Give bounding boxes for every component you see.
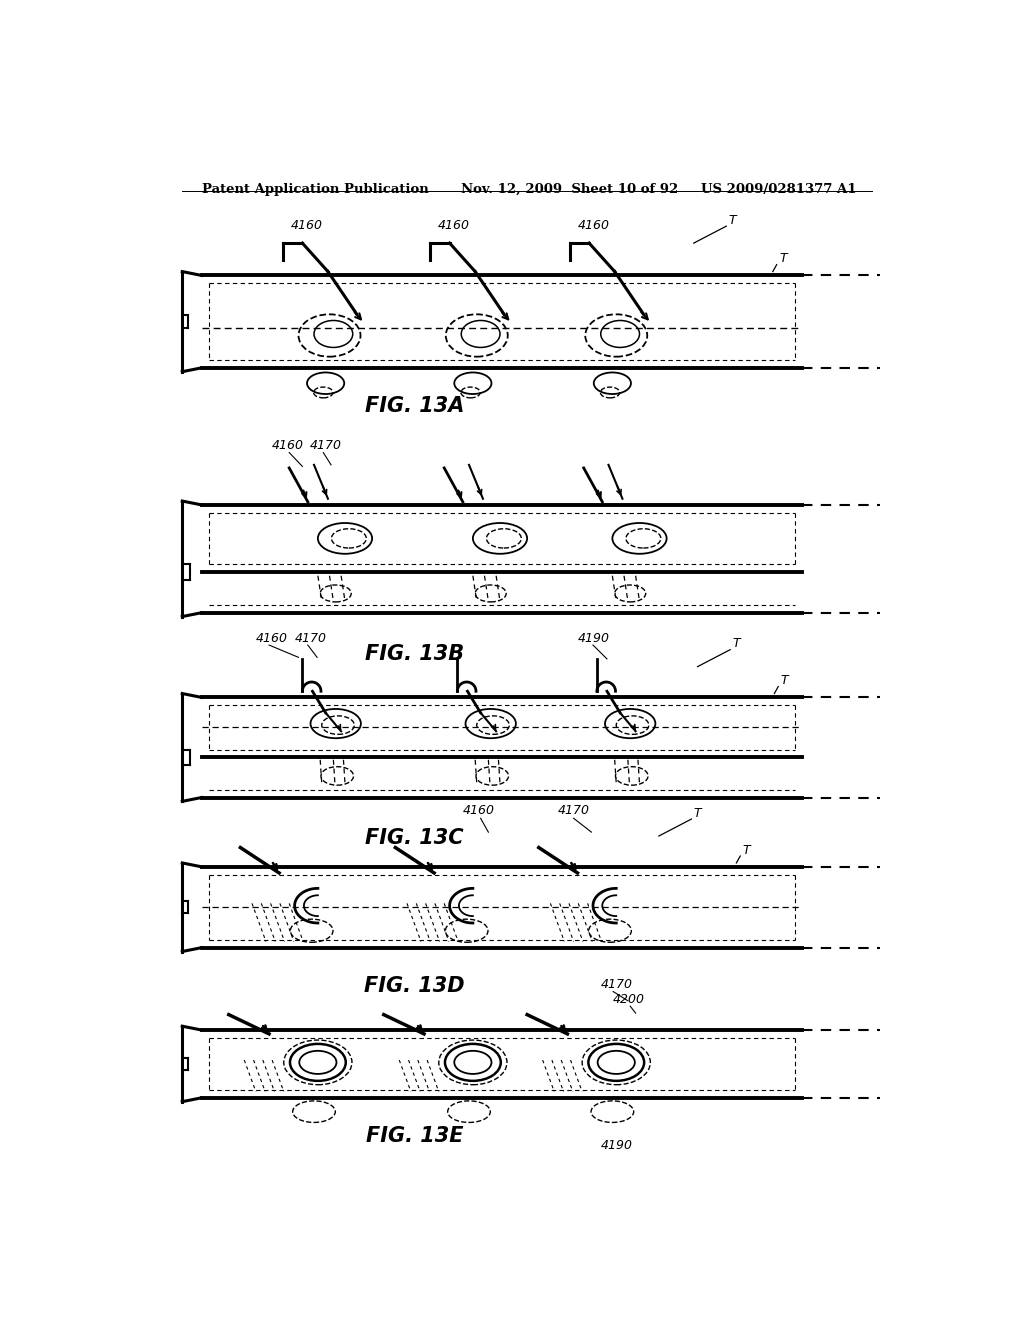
Text: 4160: 4160 — [463, 804, 495, 817]
Text: FIG. 13B: FIG. 13B — [366, 644, 464, 664]
Text: T: T — [779, 252, 786, 265]
Text: T: T — [742, 843, 751, 857]
Text: 4160: 4160 — [256, 632, 288, 645]
Text: FIG. 13D: FIG. 13D — [365, 977, 465, 997]
Text: 4160: 4160 — [291, 219, 323, 232]
Text: T: T — [732, 638, 740, 651]
Text: 4190: 4190 — [578, 632, 609, 645]
Text: 4200: 4200 — [612, 993, 644, 1006]
Text: Patent Application Publication: Patent Application Publication — [202, 183, 428, 197]
Text: 4170: 4170 — [295, 632, 327, 645]
Text: FIG. 13C: FIG. 13C — [366, 829, 464, 849]
Text: 4160: 4160 — [271, 440, 303, 453]
Text: 4160: 4160 — [578, 219, 609, 232]
Text: 4170: 4170 — [558, 804, 590, 817]
Text: T: T — [780, 675, 788, 688]
Text: Nov. 12, 2009  Sheet 10 of 92: Nov. 12, 2009 Sheet 10 of 92 — [461, 183, 679, 197]
Text: 4170: 4170 — [310, 440, 342, 453]
Text: 4160: 4160 — [438, 219, 470, 232]
Text: 4170: 4170 — [601, 978, 633, 991]
Text: 4190: 4190 — [601, 1139, 633, 1152]
Text: FIG. 13A: FIG. 13A — [366, 396, 465, 416]
Text: T: T — [693, 807, 701, 820]
Text: US 2009/0281377 A1: US 2009/0281377 A1 — [701, 183, 856, 197]
Text: FIG. 13E: FIG. 13E — [366, 1126, 464, 1146]
Text: T: T — [729, 214, 736, 227]
